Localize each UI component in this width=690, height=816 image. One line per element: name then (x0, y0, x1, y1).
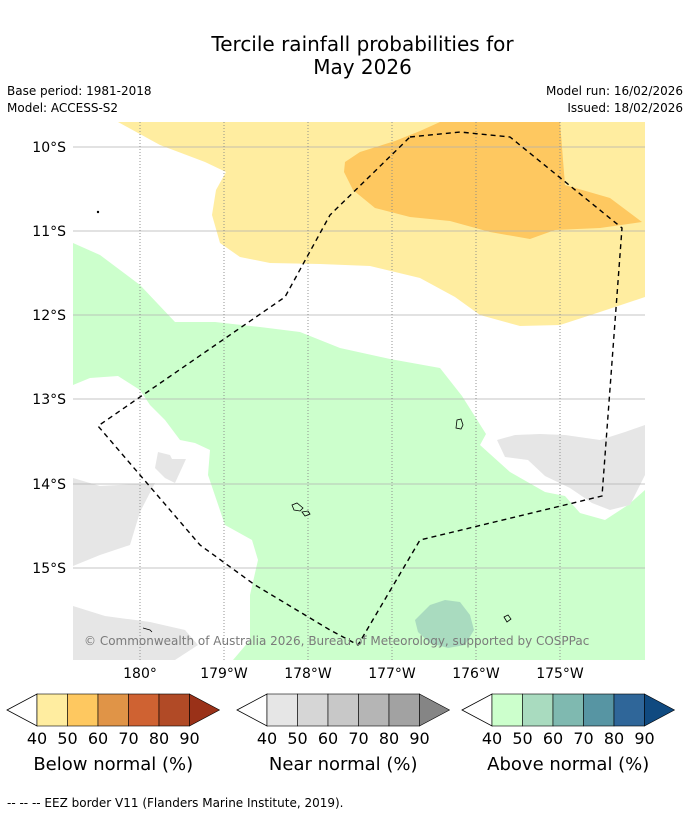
copyright-text: © Commonwealth of Australia 2026, Bureau… (84, 634, 589, 648)
issued-date: Issued: 18/02/2026 (567, 101, 683, 115)
colorbar-cell (358, 693, 390, 727)
colorbar-tick-label: 90 (634, 729, 654, 748)
model-name: Model: ACCESS-S2 (7, 101, 119, 115)
colorbar-tick-label: 80 (379, 729, 399, 748)
colorbar-cell (158, 693, 190, 727)
below-normal-colorbar: 40 50 60 70 80 90 Below normal (%) (6, 693, 221, 775)
colorbar-cell (128, 693, 160, 727)
colorbar-legend: 40 50 60 70 80 90 Below normal (%) 40 50 60 70 80 90… (6, 693, 676, 775)
near-normal-region-east (497, 425, 645, 510)
above-normal-colorbar: 40 50 60 70 80 90 Above normal (%) (461, 693, 676, 775)
lat-label: 15°S (32, 561, 66, 577)
colorbar-tick-label: 90 (179, 729, 199, 748)
map-plot-area: © Commonwealth of Australia 2026, Bureau… (73, 122, 645, 660)
island-outline (291, 502, 304, 512)
near-normal-region-small (155, 452, 186, 483)
colorbar-cell (552, 693, 584, 727)
above-normal-50-region (415, 600, 474, 648)
colorbar-cell (266, 693, 298, 727)
island-outline (455, 418, 464, 430)
lat-label: 10°S (32, 140, 66, 156)
base-period: Base period: 1981-2018 (7, 84, 152, 98)
near-normal-colorbar: 40 50 60 70 80 90 Near normal (%) (236, 693, 451, 775)
lat-label: 14°S (32, 477, 66, 493)
colorbar-cell (522, 693, 554, 727)
island-outlines (96, 210, 512, 633)
colorbar-cell (67, 693, 99, 727)
map-title-line2: May 2026 (313, 55, 412, 79)
below-normal-50-region (344, 122, 642, 239)
colorbar-tick-label: 40 (257, 729, 277, 748)
latitude-labels: 10°S 11°S 12°S 13°S 14°S 15°S (32, 140, 66, 577)
colorbar-extend-high (644, 693, 676, 727)
latitude-gridlines (73, 146, 645, 569)
lon-label: 175°W (536, 666, 584, 682)
colorbar-cell (491, 693, 523, 727)
near-normal-region-west (73, 478, 155, 566)
colorbar-cell (613, 693, 645, 727)
island-outline (301, 510, 311, 517)
colorbar-tick-label: 60 (543, 729, 563, 748)
colorbar-cell (583, 693, 615, 727)
island-outline (503, 614, 512, 623)
lon-label: 178°W (284, 666, 332, 682)
lat-label: 11°S (32, 224, 66, 240)
lon-label: 177°W (368, 666, 416, 682)
colorbar-tick-label: 40 (27, 729, 47, 748)
colorbar-extend-low (461, 693, 493, 727)
island-dot (96, 210, 100, 214)
near-normal-region-south (73, 606, 198, 660)
colorbar-tick-label: 70 (348, 729, 368, 748)
colorbar-cell (327, 693, 359, 727)
colorbar-tick-label: 80 (604, 729, 624, 748)
colorbar-extend-high (189, 693, 221, 727)
lon-label: 176°W (452, 666, 500, 682)
colorbar-extend-high (419, 693, 451, 727)
lat-label: 12°S (32, 308, 66, 324)
colorbar-tick-label: 70 (118, 729, 138, 748)
map-title-line1: Tercile rainfall probabilities for (211, 32, 514, 56)
colorbar-extend-low (6, 693, 38, 727)
colorbar-tick-label: 50 (287, 729, 307, 748)
model-run: Model run: 16/02/2026 (545, 84, 683, 98)
colorbar-cell (388, 693, 420, 727)
colorbar-tick-label: 40 (482, 729, 502, 748)
lon-label: 179°W (200, 666, 248, 682)
colorbar-title: Above normal (%) (487, 754, 649, 775)
colorbar-tick-label: 60 (318, 729, 338, 748)
colorbar-title: Below normal (%) (33, 754, 193, 775)
colorbar-tick-label: 80 (149, 729, 169, 748)
colorbar-extend-low (236, 693, 268, 727)
colorbar-tick-label: 50 (57, 729, 77, 748)
lon-label: 180° (123, 666, 157, 682)
above-normal-40-region (73, 243, 645, 660)
colorbar-tick-label: 90 (409, 729, 429, 748)
eez-border (96, 131, 623, 646)
colorbar-tick-label: 70 (573, 729, 593, 748)
colorbar-cell (36, 693, 68, 727)
longitude-labels: 180° 179°W 178°W 177°W 176°W 175°W (123, 666, 584, 682)
eez-footnote: -- -- -- EEZ border V11 (Flanders Marine… (7, 796, 344, 810)
colorbar-cell (97, 693, 129, 727)
lat-label: 13°S (32, 392, 66, 408)
colorbar-tick-label: 60 (88, 729, 108, 748)
colorbar-cell (297, 693, 329, 727)
colorbar-title: Near normal (%) (269, 754, 418, 775)
island-outline (142, 627, 153, 633)
colorbar-tick-label: 50 (512, 729, 532, 748)
